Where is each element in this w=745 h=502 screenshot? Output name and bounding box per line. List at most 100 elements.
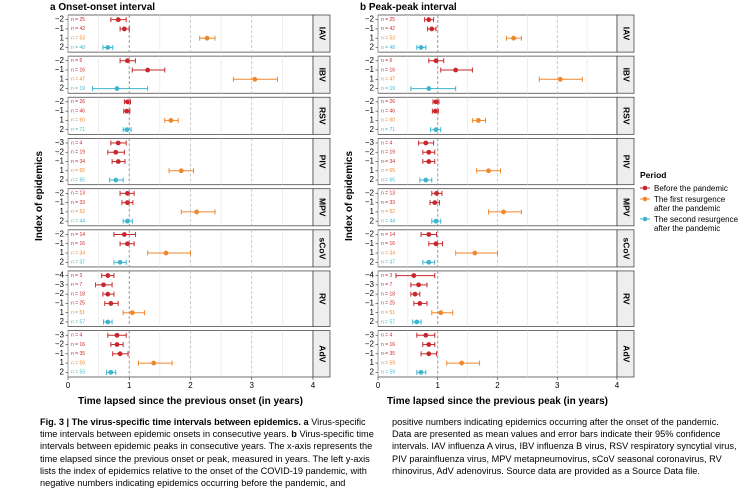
sample-size-label: n = 14 — [71, 232, 85, 238]
facet-strip-label: PIV — [317, 155, 327, 169]
x-tick-label: 1 — [127, 381, 132, 390]
panel-a: a Onset-onset interval IAV −2 n = 25 −1 n = 4… — [34, 2, 331, 407]
panel-a-title: a Onset-onset interval — [50, 2, 155, 13]
sample-size-label: n = 7 — [71, 282, 82, 288]
sample-size-label: n = 65 — [71, 168, 85, 174]
sample-size-label: n = 57 — [381, 319, 395, 325]
y-tick-label: −1 — [365, 299, 375, 308]
caption-right-column: positive numbers indicating epidemics oc… — [392, 416, 737, 477]
facet-strip — [616, 137, 635, 186]
legend: Period Before the pandemic The first resur… — [640, 170, 739, 233]
sample-size-label: n = 46 — [71, 108, 85, 114]
facet-MPV: MPV −2 n = 13 −1 n = 33 1 n = 52 2 n = 44 — [55, 188, 331, 227]
sample-size-label: n = 26 — [71, 99, 85, 105]
mean-point — [426, 259, 432, 265]
legend-label-line: The first resurgence — [654, 195, 726, 204]
legend-item: The first resurgence after the pandemic — [640, 195, 726, 213]
y-tick-label: 1 — [370, 308, 375, 317]
y-tick-label: −2 — [55, 289, 65, 298]
panel-letter: a — [50, 2, 56, 13]
sample-size-label: n = 48 — [71, 45, 85, 51]
y-tick-label: −3 — [55, 330, 65, 339]
y-tick-label: −1 — [365, 239, 375, 248]
sample-size-label: n = 16 — [381, 67, 395, 73]
y-tick-label: −2 — [55, 147, 65, 156]
mean-point — [105, 291, 111, 297]
y-tick-label: −1 — [55, 349, 65, 358]
sample-size-label: n = 59 — [381, 360, 395, 366]
facet-strip — [616, 188, 635, 227]
sample-size-label: n = 16 — [71, 342, 85, 348]
sample-size-label: n = 65 — [381, 168, 395, 174]
facet-strip-label: AdV — [621, 345, 631, 362]
y-tick-label: −4 — [55, 271, 65, 280]
mean-point — [129, 310, 135, 316]
legend-label-line: The second resurgence — [654, 215, 739, 224]
mean-point — [433, 99, 439, 105]
sample-size-label: n = 37 — [381, 260, 395, 266]
sample-size-label: n = 19 — [71, 86, 85, 92]
legend-key-point — [642, 196, 648, 202]
y-tick-label: 2 — [370, 125, 375, 134]
mean-point — [426, 342, 432, 347]
sample-size-label: n = 4 — [381, 140, 392, 146]
mean-point — [432, 200, 438, 206]
facet-strip — [312, 137, 331, 186]
mean-point — [426, 232, 432, 237]
y-tick-label: 2 — [60, 125, 65, 134]
sample-size-label: n = 71 — [71, 127, 85, 133]
mean-point — [113, 149, 119, 155]
mean-point — [426, 149, 432, 155]
y-tick-label: 2 — [60, 216, 65, 225]
sample-size-label: n = 59 — [381, 370, 395, 376]
sample-size-label: n = 16 — [71, 67, 85, 73]
sample-size-label: n = 59 — [71, 360, 85, 366]
mean-point — [115, 17, 121, 23]
mean-point — [433, 127, 439, 133]
sample-size-label: n = 13 — [381, 191, 395, 197]
mean-point — [125, 200, 130, 206]
mean-point — [124, 108, 130, 114]
mean-point — [501, 209, 506, 215]
sample-size-label: n = 34 — [71, 250, 85, 256]
sample-size-label: n = 34 — [71, 159, 85, 165]
facet-strip — [312, 330, 331, 378]
mean-point — [121, 232, 127, 237]
y-tick-label: 1 — [370, 207, 375, 216]
sample-size-label: n = 51 — [71, 310, 85, 316]
mean-point — [125, 58, 130, 64]
sample-size-label: n = 47 — [381, 77, 395, 83]
y-tick-label: −2 — [55, 340, 65, 349]
x-tick-label: 2 — [188, 381, 193, 390]
x-tick-label: 0 — [66, 381, 71, 390]
mean-point — [423, 140, 429, 146]
mean-point — [114, 86, 120, 91]
y-tick-label: 1 — [370, 33, 375, 42]
mean-point — [194, 209, 200, 215]
y-tick-label: 2 — [370, 257, 375, 266]
sample-size-label: n = 18 — [71, 291, 85, 297]
panel-title-text: Peak-peak interval — [366, 2, 457, 13]
sample-size-label: n = 14 — [381, 232, 395, 238]
sample-size-label: n = 25 — [381, 17, 395, 23]
sample-size-label: n = 4 — [71, 333, 82, 339]
y-tick-label: −2 — [55, 97, 65, 106]
y-tick-label: 2 — [60, 367, 65, 376]
mean-point — [115, 159, 121, 164]
sample-size-label: n = 25 — [381, 301, 395, 307]
mean-point — [418, 369, 424, 375]
y-tick-label: −2 — [55, 15, 65, 24]
mean-point — [426, 159, 432, 164]
legend-label: The second resurgence after the pandemic — [654, 215, 739, 233]
caption-figure-label: Fig. 3 | The virus-specific time interva… — [40, 417, 301, 427]
mean-point — [423, 177, 429, 183]
facet-strip — [616, 55, 635, 94]
caption-panel-a-text: Virus-specific time intervals between ep… — [40, 417, 366, 440]
y-tick-label: 2 — [370, 367, 375, 376]
facet-strip-label: IBV — [621, 68, 631, 83]
mean-point — [105, 273, 111, 278]
mean-point — [117, 259, 123, 265]
mean-point — [511, 35, 517, 41]
mean-point — [434, 190, 439, 196]
mean-point — [426, 351, 432, 357]
